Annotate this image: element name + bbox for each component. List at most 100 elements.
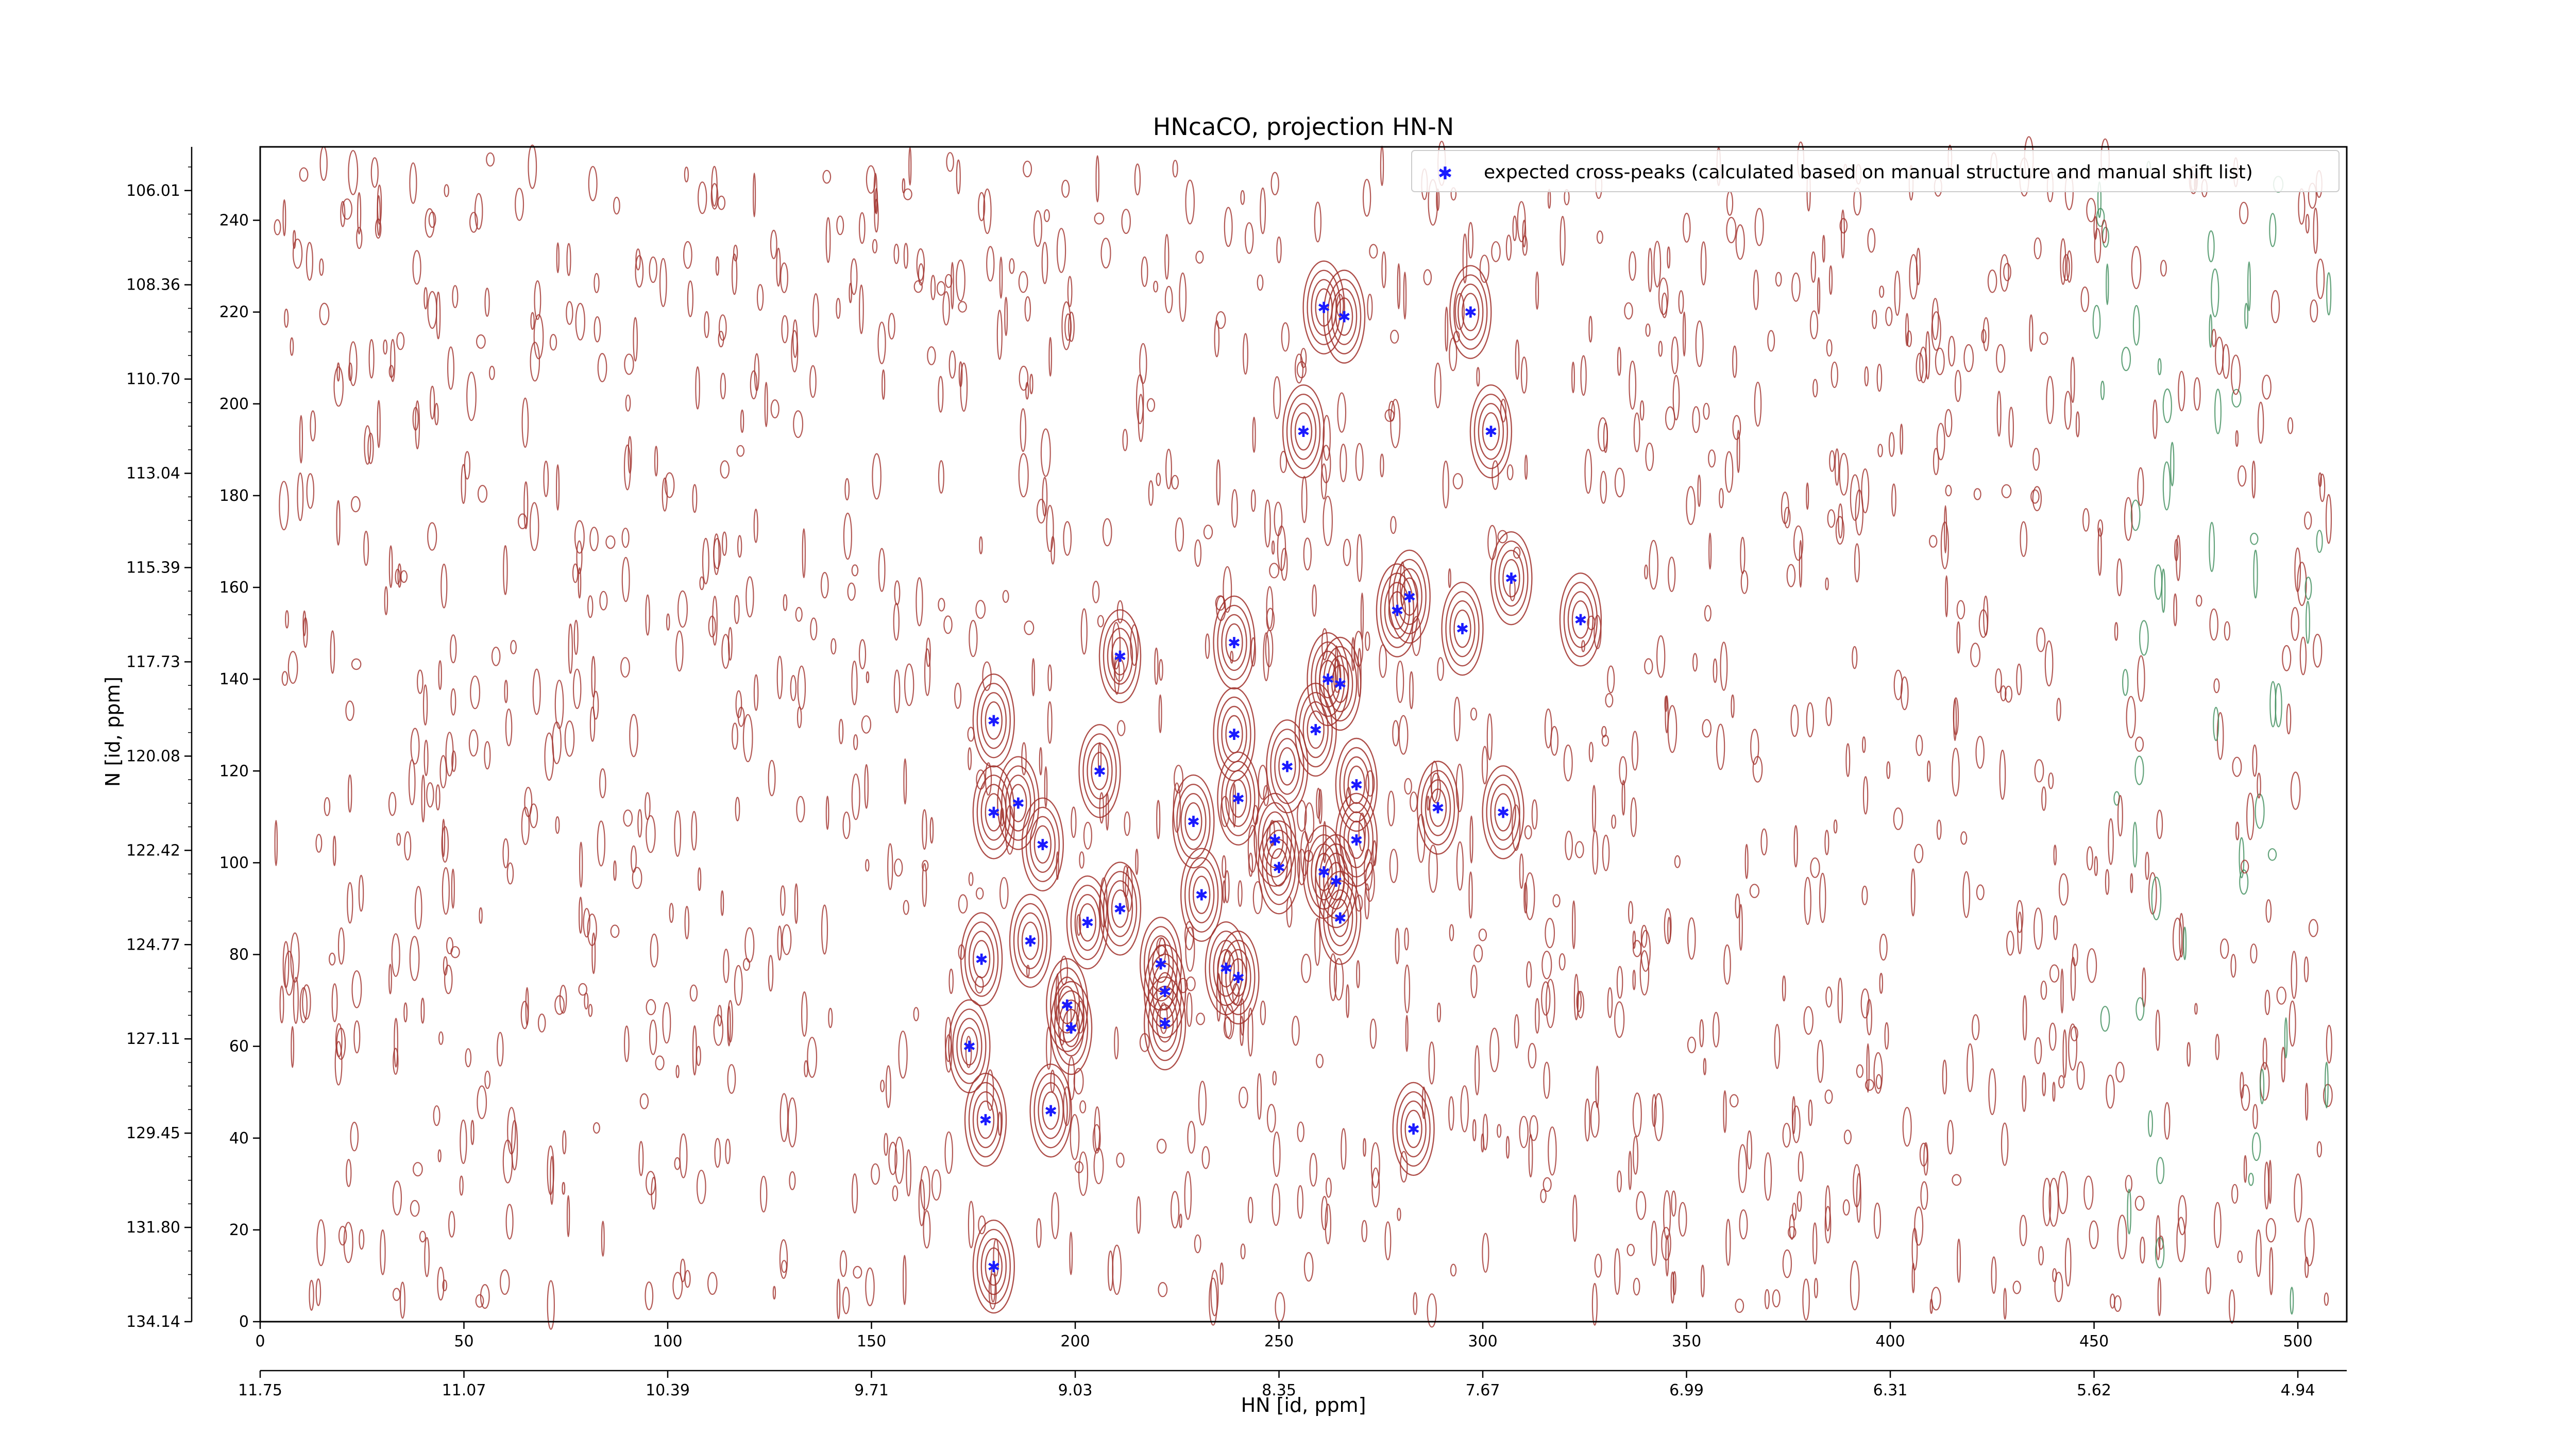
cross-peak-point: ✱ bbox=[1113, 900, 1126, 918]
noise-contour bbox=[1215, 595, 1226, 611]
noise-contour bbox=[2290, 771, 2301, 810]
noise-contour bbox=[2177, 1195, 2187, 1236]
noise-contour bbox=[1584, 1098, 1590, 1142]
noise-contour bbox=[1524, 825, 1532, 840]
noise-contour bbox=[1186, 992, 1193, 1027]
noise-contour bbox=[2176, 1217, 2186, 1262]
noise-contour bbox=[568, 623, 573, 674]
noise-contour bbox=[903, 1255, 907, 1305]
noise-contour bbox=[1894, 271, 1901, 316]
noise-contour bbox=[1114, 652, 1120, 695]
noise-contour bbox=[2243, 1155, 2247, 1183]
noise-contour bbox=[2062, 254, 2070, 281]
peak-contour bbox=[1033, 1073, 1068, 1149]
noise-contour bbox=[566, 1195, 570, 1238]
noise-contour bbox=[2260, 1069, 2265, 1105]
noise-contour bbox=[1839, 218, 1848, 234]
noise-contour bbox=[2082, 508, 2090, 532]
noise-contour bbox=[1923, 1142, 1929, 1176]
cross-peak-point: ✱ bbox=[1330, 873, 1343, 891]
noise-contour bbox=[2006, 931, 2014, 956]
noise-contour bbox=[2086, 198, 2096, 223]
noise-contour bbox=[1482, 1113, 1488, 1151]
noise-contour bbox=[1426, 796, 1430, 811]
noise-contour bbox=[388, 791, 397, 816]
noise-contour bbox=[299, 987, 308, 1023]
noise-contour bbox=[727, 1000, 734, 1043]
noise-contour bbox=[1194, 539, 1202, 567]
noise-contour bbox=[1024, 620, 1035, 635]
peak-contour bbox=[1425, 779, 1451, 836]
noise-contour bbox=[1456, 841, 1464, 891]
noise-contour bbox=[1384, 409, 1395, 422]
noise-contour bbox=[515, 188, 524, 221]
noise-contour bbox=[310, 410, 316, 442]
noise-contour bbox=[348, 150, 359, 195]
noise-contour bbox=[1004, 296, 1008, 336]
noise-contour bbox=[942, 291, 950, 326]
noise-contour bbox=[1580, 355, 1587, 396]
peak-contour bbox=[1323, 269, 1366, 364]
noise-contour bbox=[1232, 783, 1236, 828]
noise-contour bbox=[477, 484, 488, 503]
noise-contour bbox=[1280, 548, 1288, 581]
noise-contour bbox=[1754, 381, 1762, 427]
noise-contour bbox=[1803, 1006, 1814, 1035]
noise-contour bbox=[287, 651, 298, 684]
noise-contour bbox=[292, 238, 303, 269]
noise-contour bbox=[2248, 1173, 2254, 1186]
noise-contour bbox=[426, 782, 434, 808]
noise-contour bbox=[1114, 1026, 1119, 1060]
noise-contour bbox=[2287, 417, 2294, 434]
noise-contour bbox=[745, 576, 754, 618]
noise-contour bbox=[1703, 1058, 1707, 1075]
legend: ✱ expected cross-peaks (calculated based… bbox=[1411, 150, 2340, 192]
noise-contour bbox=[1141, 256, 1148, 287]
noise-contour bbox=[1094, 212, 1105, 225]
noise-contour bbox=[346, 1159, 352, 1187]
noise-contour bbox=[319, 146, 328, 181]
noise-contour bbox=[2087, 948, 2097, 983]
noise-contour bbox=[1029, 374, 1033, 395]
noise-contour bbox=[2162, 461, 2171, 511]
noise-contour bbox=[396, 332, 405, 350]
noise-contour bbox=[573, 619, 579, 655]
noise-contour bbox=[790, 675, 797, 701]
noise-contour bbox=[969, 619, 978, 657]
noise-contour bbox=[306, 242, 314, 281]
noise-contour bbox=[291, 1026, 295, 1068]
noise-contour bbox=[315, 1278, 321, 1306]
noise-contour bbox=[924, 648, 931, 696]
noise-contour bbox=[2056, 698, 2061, 721]
noise-contour bbox=[1139, 343, 1147, 384]
peak-contour bbox=[1042, 1091, 1060, 1130]
noise-contour bbox=[399, 1281, 405, 1319]
peak-contour bbox=[1209, 930, 1243, 1006]
peak-contour bbox=[1307, 269, 1341, 345]
noise-contour bbox=[1877, 444, 1883, 458]
noise-contour bbox=[2072, 943, 2078, 967]
noise-contour bbox=[2048, 772, 2054, 789]
noise-contour bbox=[1686, 486, 1696, 525]
noise-contour bbox=[1621, 780, 1625, 816]
noise-contour bbox=[594, 273, 600, 293]
noise-contour bbox=[1509, 578, 1516, 601]
noise-contour bbox=[1220, 796, 1230, 828]
noise-contour bbox=[1044, 766, 1048, 808]
noise-contour bbox=[1687, 917, 1696, 960]
noise-contour bbox=[1043, 209, 1050, 223]
noise-contour bbox=[367, 432, 374, 464]
noise-contour bbox=[776, 655, 783, 700]
cross-peak-point: ✱ bbox=[1081, 914, 1094, 932]
noise-contour bbox=[1301, 476, 1308, 524]
noise-contour bbox=[572, 668, 582, 710]
noise-contour bbox=[1749, 884, 1760, 898]
noise-contour bbox=[1445, 306, 1449, 352]
peak-contour-layer bbox=[948, 260, 1602, 1314]
noise-contour bbox=[1512, 804, 1521, 851]
noise-contour bbox=[809, 365, 817, 398]
noise-contour bbox=[1824, 1206, 1832, 1244]
noise-contour bbox=[629, 714, 638, 757]
noise-contour bbox=[351, 658, 362, 670]
peak-contour bbox=[1258, 802, 1292, 878]
